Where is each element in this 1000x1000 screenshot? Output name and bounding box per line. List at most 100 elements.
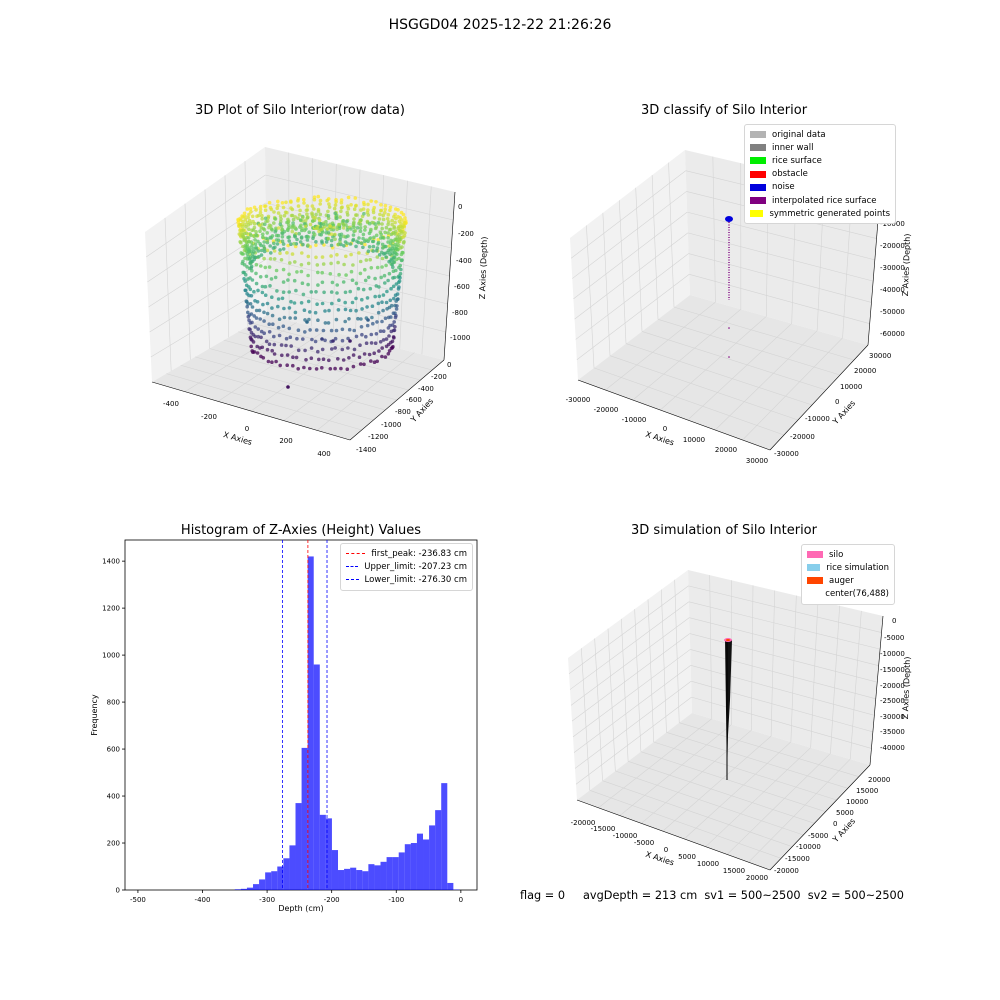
classify-plot-title: 3D classify of Silo Interior xyxy=(640,103,808,118)
histogram-bar xyxy=(429,825,436,890)
scan-point xyxy=(386,278,390,283)
scan-point xyxy=(272,249,277,253)
scan-point xyxy=(348,339,352,343)
grid-line xyxy=(575,253,689,340)
x-tick-label: -15000 xyxy=(591,825,616,833)
scan-point xyxy=(247,212,251,217)
scan-point xyxy=(294,355,299,360)
scan-point xyxy=(261,232,265,237)
scan-point xyxy=(369,359,373,363)
scan-point xyxy=(281,205,286,210)
scan-point xyxy=(352,217,356,221)
x-tick-label: 15000 xyxy=(723,867,745,875)
simulation-3d-plot[interactable]: -20000 -15000 -10000 -5000 0 5000 10000 … xyxy=(560,545,920,885)
scan-point xyxy=(253,255,258,260)
scan-point xyxy=(348,289,353,294)
scan-point xyxy=(379,232,384,237)
scan-point xyxy=(343,290,348,295)
grid-line xyxy=(145,174,266,258)
histogram-bar xyxy=(344,868,351,890)
scan-point xyxy=(387,349,392,353)
scan-point xyxy=(380,256,385,261)
scan-point xyxy=(259,335,263,340)
scan-point xyxy=(376,238,381,242)
legend-item: silo xyxy=(807,548,889,561)
scan-point xyxy=(295,270,299,274)
scan-point xyxy=(269,207,274,212)
scan-point xyxy=(292,301,297,305)
legend-label: noise xyxy=(772,182,795,193)
scan-point xyxy=(304,218,308,223)
scan-point xyxy=(323,309,327,313)
scan-point xyxy=(270,295,274,300)
scan-point xyxy=(399,252,404,257)
grid-line xyxy=(674,579,680,723)
scan-point xyxy=(296,198,300,203)
x-tick-label: -10000 xyxy=(622,416,647,424)
simulation-plot-title: 3D simulation of Silo Interior xyxy=(631,523,817,538)
y-tick-label: -600 xyxy=(406,396,422,404)
scan-point xyxy=(253,242,258,246)
z-axis-label: Z Axies (Depth) xyxy=(901,233,912,296)
scan-point xyxy=(289,299,293,304)
scan-point xyxy=(310,337,314,342)
scan-point xyxy=(309,356,314,361)
scan-point xyxy=(360,297,364,302)
z-tick-label: -50000 xyxy=(880,308,905,316)
grid-line xyxy=(647,599,654,743)
scan-point xyxy=(396,240,400,244)
scan-point xyxy=(265,231,270,235)
scan-point xyxy=(334,200,338,204)
grid-line xyxy=(666,732,848,789)
scan-point xyxy=(328,367,333,371)
scan-point xyxy=(284,200,288,205)
scan-point xyxy=(268,284,272,288)
scan-point xyxy=(257,223,262,227)
scan-point xyxy=(380,354,384,359)
scan-point xyxy=(367,237,372,241)
scan-point xyxy=(273,275,278,280)
scan-point xyxy=(321,262,326,266)
scan-point xyxy=(363,278,368,283)
histogram-bar xyxy=(331,850,339,890)
grid-line xyxy=(849,610,862,760)
scan-point xyxy=(250,214,255,219)
scan-point xyxy=(386,352,391,356)
scan-point xyxy=(268,235,273,240)
grid-line xyxy=(641,730,752,824)
scan-point xyxy=(308,366,312,371)
scan-point xyxy=(248,321,253,325)
histogram-bar xyxy=(253,884,260,890)
histogram-bar xyxy=(265,872,272,890)
grid-line xyxy=(688,601,881,650)
scan-point xyxy=(379,208,383,213)
z-tick-label: -600 xyxy=(454,283,470,291)
scan-point xyxy=(346,207,351,211)
scan-point xyxy=(240,261,245,266)
legend-item: original data xyxy=(750,128,890,141)
classify-3d-plot[interactable]: -30000 -20000 -10000 0 10000 20000 30000… xyxy=(560,125,920,475)
y-tick-label: -30000 xyxy=(774,450,799,458)
y-tick-label: 800 xyxy=(107,699,120,707)
grid-line xyxy=(571,633,690,722)
raw-3d-plot[interactable]: -400 -200 0 200 400 X Axies 0 -200 -400 … xyxy=(120,125,490,465)
grid-line xyxy=(618,200,627,344)
depth-histogram[interactable]: -500 -400 -300 -200 -100 0 0 200 400 600 800 1000 1… xyxy=(80,535,490,920)
scan-point xyxy=(377,294,382,299)
scan-point xyxy=(361,245,365,250)
scan-point xyxy=(347,317,351,321)
scan-point xyxy=(270,360,274,365)
scan-point xyxy=(272,241,276,246)
grid-line xyxy=(572,191,687,279)
scan-point xyxy=(393,220,397,225)
scan-point xyxy=(386,231,390,235)
scan-point xyxy=(337,298,341,303)
scan-point xyxy=(292,278,297,283)
scan-point xyxy=(314,240,318,244)
scan-point xyxy=(270,348,275,353)
scan-point xyxy=(282,306,286,311)
x-tick-label: -5000 xyxy=(634,839,654,847)
z-tick-label: -25000 xyxy=(880,697,905,705)
scan-point xyxy=(272,221,276,225)
scan-point xyxy=(373,341,378,346)
